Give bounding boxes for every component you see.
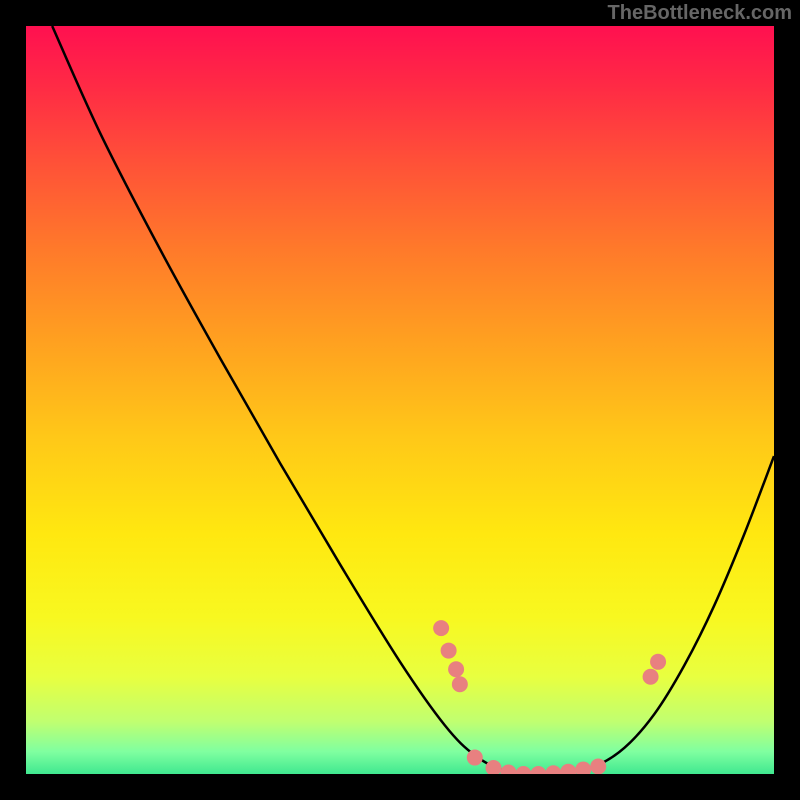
watermark-text: TheBottleneck.com	[608, 2, 792, 25]
curve-marker	[452, 676, 468, 692]
bottleneck-chart	[0, 0, 800, 800]
curve-marker	[650, 654, 666, 670]
chart-container: TheBottleneck.com	[0, 0, 800, 800]
curve-marker	[500, 765, 516, 781]
curve-marker	[467, 750, 483, 766]
curve-marker	[448, 661, 464, 677]
curve-marker	[486, 760, 502, 776]
curve-marker	[590, 759, 606, 775]
curve-marker	[433, 620, 449, 636]
curve-marker	[575, 762, 591, 778]
curve-marker	[441, 643, 457, 659]
curve-marker	[530, 766, 546, 782]
curve-marker	[560, 764, 576, 780]
curve-marker	[515, 766, 531, 782]
curve-marker	[643, 669, 659, 685]
curve-marker	[545, 765, 561, 781]
